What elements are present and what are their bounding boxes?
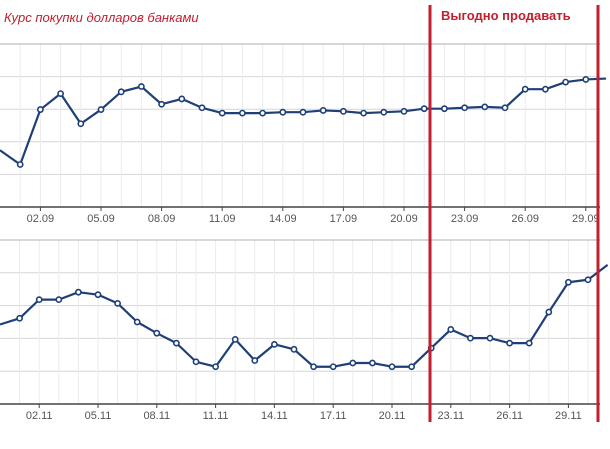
data-point <box>440 105 448 113</box>
x-tick-label: 20.09 <box>390 213 418 225</box>
data-point <box>521 85 529 93</box>
data-point <box>94 291 102 299</box>
x-tick-label: 14.11 <box>261 410 288 422</box>
data-point <box>420 105 428 113</box>
data-point <box>368 359 376 367</box>
x-tick-label: 17.09 <box>330 213 358 225</box>
x-tick-label: 14.09 <box>269 213 297 225</box>
data-point <box>212 363 219 371</box>
data-point <box>16 314 23 322</box>
data-point <box>481 103 489 111</box>
data-point <box>270 340 278 348</box>
series-line <box>0 263 609 368</box>
data-point <box>279 108 287 116</box>
data-point <box>447 326 455 333</box>
data-point <box>114 299 121 307</box>
data-point <box>562 78 569 86</box>
data-point <box>259 109 266 117</box>
data-point <box>35 296 43 304</box>
data-point <box>77 120 85 128</box>
x-tick-label: 20.11 <box>379 410 406 422</box>
data-point <box>117 88 125 96</box>
x-tick-label: 05.11 <box>85 410 112 422</box>
chart-title: Курс покупки долларов банками <box>4 10 199 25</box>
data-point <box>525 339 533 347</box>
data-point <box>37 106 44 113</box>
data-point <box>310 363 317 371</box>
x-tick-label: 23.11 <box>437 410 464 422</box>
data-point <box>231 335 239 343</box>
data-point <box>16 161 24 168</box>
data-point <box>565 278 572 286</box>
x-tick-label: 29.11 <box>555 410 582 422</box>
x-tick-label: 17.11 <box>320 410 347 422</box>
data-point <box>198 104 206 112</box>
chart-panel-bottom: 02.11 05.11 08.11 11.11 14.11 17.11 20.11 23.11… <box>0 239 609 422</box>
x-tick-label: 02.09 <box>27 213 55 225</box>
data-point <box>486 334 494 342</box>
x-tick-label: 29.09 <box>572 213 600 225</box>
data-point <box>319 107 327 114</box>
data-point <box>339 107 347 115</box>
data-point <box>218 109 226 117</box>
data-point <box>506 339 513 347</box>
data-point <box>238 109 246 117</box>
data-point <box>251 357 259 364</box>
data-point <box>400 107 408 115</box>
data-point <box>178 95 186 103</box>
data-point <box>408 363 415 371</box>
x-tick-label: 08.09 <box>148 213 176 225</box>
x-tick-label: 05.09 <box>87 213 115 225</box>
sell-zone-label: Выгодно продавать <box>441 8 571 23</box>
chart-panels: 02.09 05.09 08.09 11.09 14.09 17.09 20.09 23.09… <box>0 43 609 422</box>
data-point <box>55 296 63 304</box>
data-point <box>545 308 553 316</box>
x-tick-label: 26.11 <box>496 410 523 422</box>
data-point <box>329 363 337 371</box>
data-point <box>466 334 474 342</box>
data-point <box>97 106 105 113</box>
data-point <box>388 363 396 371</box>
data-point <box>158 100 165 108</box>
chart-panel-top: 02.09 05.09 08.09 11.09 14.09 17.09 20.09 23.09… <box>0 43 607 225</box>
data-point <box>57 90 64 98</box>
data-point <box>172 339 180 347</box>
data-point <box>461 104 468 112</box>
data-point <box>584 276 592 284</box>
x-tick-label: 11.09 <box>209 213 236 225</box>
annotation-overlay: Курс покупки долларов банками Выгодно пр… <box>4 5 600 422</box>
data-point <box>360 109 367 117</box>
data-point <box>290 345 298 353</box>
data-point <box>75 288 82 296</box>
data-point <box>133 318 141 326</box>
x-tick-label: 26.09 <box>511 213 539 225</box>
data-point <box>582 76 590 83</box>
x-tick-label: 02.11 <box>26 410 53 422</box>
data-point <box>542 85 549 93</box>
x-tick-label: 11.11 <box>203 410 229 422</box>
x-tick-label: 23.09 <box>451 213 479 225</box>
data-point <box>299 108 307 116</box>
x-tick-label: 08.11 <box>143 410 170 422</box>
data-point <box>349 359 357 367</box>
data-point <box>153 329 161 337</box>
data-point <box>192 358 200 366</box>
data-point <box>501 104 509 112</box>
data-point <box>380 108 388 116</box>
data-point <box>137 83 145 90</box>
